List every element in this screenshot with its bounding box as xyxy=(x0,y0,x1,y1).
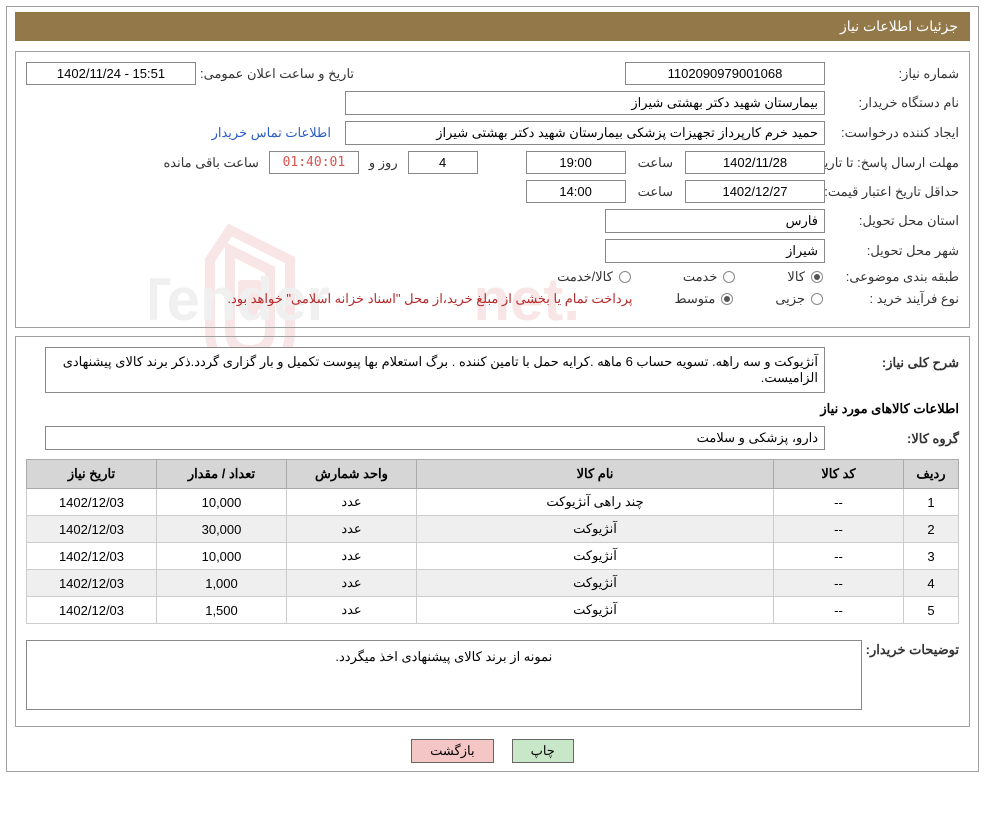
cell-unit: عدد xyxy=(287,543,417,570)
cell-qty: 1,000 xyxy=(157,570,287,597)
cell-row: 2 xyxy=(904,516,959,543)
announce-value: 1402/11/24 - 15:51 xyxy=(26,62,196,85)
cell-unit: عدد xyxy=(287,597,417,624)
purchase-type-label: نوع فرآیند خرید : xyxy=(829,291,959,307)
cell-name: آنژیوکت xyxy=(417,516,774,543)
price-validity-date: 1402/12/27 xyxy=(685,180,825,203)
announce-label: تاریخ و ساعت اعلان عمومی: xyxy=(200,66,354,82)
days-remaining-value: 4 xyxy=(408,151,478,174)
delivery-city-label: شهر محل تحویل: xyxy=(829,243,959,259)
cell-qty: 1,500 xyxy=(157,597,287,624)
cell-unit: عدد xyxy=(287,516,417,543)
buyer-notes-label: توضیحات خریدار: xyxy=(866,642,959,658)
col-row: ردیف xyxy=(904,460,959,489)
col-qty: تعداد / مقدار xyxy=(157,460,287,489)
need-items-panel: شرح کلی نیاز: آنژیوکت و سه راهه. تسویه ح… xyxy=(15,336,970,727)
buyer-contact-link[interactable]: اطلاعات تماس خریدار xyxy=(212,125,331,141)
time-word-1: ساعت xyxy=(638,155,673,171)
group-value: دارو، پزشکی و سلامت xyxy=(45,426,825,450)
table-row: 3--آنژیوکتعدد10,0001402/12/03 xyxy=(27,543,959,570)
cell-qty: 10,000 xyxy=(157,489,287,516)
table-row: 4--آنژیوکتعدد1,0001402/12/03 xyxy=(27,570,959,597)
days-word: روز و xyxy=(369,155,398,171)
cell-date: 1402/12/03 xyxy=(27,543,157,570)
radio-medium[interactable] xyxy=(721,293,733,305)
cell-unit: عدد xyxy=(287,570,417,597)
radio-service[interactable] xyxy=(723,271,735,283)
response-deadline-label: مهلت ارسال پاسخ: تا تاریخ: xyxy=(829,155,959,171)
buyer-org-label: نام دستگاه خریدار: xyxy=(829,95,959,111)
panel-title: جزئیات اطلاعات نیاز xyxy=(15,12,970,41)
need-desc-value: آنژیوکت و سه راهه. تسویه حساب 6 ماهه .کر… xyxy=(45,347,825,393)
price-validity-time: 14:00 xyxy=(526,180,626,203)
radio-goods[interactable] xyxy=(811,271,823,283)
table-row: 2--آنژیوکتعدد30,0001402/12/03 xyxy=(27,516,959,543)
cell-qty: 30,000 xyxy=(157,516,287,543)
requester-value: حمید خرم کارپرداز تجهیزات پزشکی بیمارستا… xyxy=(345,121,825,145)
category-label: طبقه بندی موضوعی: xyxy=(829,269,959,285)
buyer-org-value: بیمارستان شهید دکتر بهشتی شیراز xyxy=(345,91,825,115)
radio-goods-label: کالا xyxy=(787,269,805,285)
need-number-value: 1102090979001068 xyxy=(625,62,825,85)
cell-unit: عدد xyxy=(287,489,417,516)
cell-code: -- xyxy=(774,570,904,597)
cell-date: 1402/12/03 xyxy=(27,570,157,597)
need-number-label: شماره نیاز: xyxy=(829,66,959,82)
radio-partial-label: جزیی xyxy=(775,291,805,307)
outer-frame: AriaTender .net جزئیات اطلاعات نیاز شمار… xyxy=(6,6,979,772)
radio-service-label: خدمت xyxy=(683,269,718,285)
delivery-city-value: شیراز xyxy=(605,239,825,263)
col-unit: واحد شمارش xyxy=(287,460,417,489)
radio-medium-label: متوسط xyxy=(674,291,715,307)
cell-qty: 10,000 xyxy=(157,543,287,570)
remain-word: ساعت باقی مانده xyxy=(163,155,258,171)
cell-date: 1402/12/03 xyxy=(27,597,157,624)
need-desc-label: شرح کلی نیاز: xyxy=(829,355,959,371)
radio-goods-service[interactable] xyxy=(619,271,631,283)
cell-name: چند راهی آنژیوکت xyxy=(417,489,774,516)
table-row: 5--آنژیوکتعدد1,5001402/12/03 xyxy=(27,597,959,624)
buyer-notes-value: نمونه از برند کالای پیشنهادی اخذ میگردد. xyxy=(26,640,862,710)
delivery-province-label: استان محل تحویل: xyxy=(829,213,959,229)
col-name: نام کالا xyxy=(417,460,774,489)
radio-partial[interactable] xyxy=(811,293,823,305)
col-code: کد کالا xyxy=(774,460,904,489)
time-word-2: ساعت xyxy=(638,184,673,200)
col-date: تاریخ نیاز xyxy=(27,460,157,489)
cell-name: آنژیوکت xyxy=(417,597,774,624)
delivery-province-value: فارس xyxy=(605,209,825,233)
cell-code: -- xyxy=(774,516,904,543)
items-table: ردیف کد کالا نام کالا واحد شمارش تعداد /… xyxy=(26,459,959,624)
cell-name: آنژیوکت xyxy=(417,570,774,597)
buttons-row: چاپ بازگشت xyxy=(15,739,970,763)
back-button[interactable]: بازگشت xyxy=(411,739,493,763)
cell-name: آنژیوکت xyxy=(417,543,774,570)
print-button[interactable]: چاپ xyxy=(512,739,574,763)
items-header: اطلاعات کالاهای مورد نیاز xyxy=(26,401,959,417)
cell-row: 5 xyxy=(904,597,959,624)
cell-code: -- xyxy=(774,543,904,570)
cell-date: 1402/12/03 xyxy=(27,489,157,516)
cell-code: -- xyxy=(774,489,904,516)
response-date-value: 1402/11/28 xyxy=(685,151,825,174)
cell-row: 3 xyxy=(904,543,959,570)
cell-date: 1402/12/03 xyxy=(27,516,157,543)
response-time-value: 19:00 xyxy=(526,151,626,174)
table-row: 1--چند راهی آنژیوکتعدد10,0001402/12/03 xyxy=(27,489,959,516)
need-info-panel: شماره نیاز: 1102090979001068 تاریخ و ساع… xyxy=(15,51,970,328)
cell-row: 1 xyxy=(904,489,959,516)
cell-code: -- xyxy=(774,597,904,624)
requester-label: ایجاد کننده درخواست: xyxy=(829,125,959,141)
group-label: گروه کالا: xyxy=(829,431,959,447)
radio-goods-service-label: کالا/خدمت xyxy=(557,269,613,285)
cell-row: 4 xyxy=(904,570,959,597)
countdown-value: 01:40:01 xyxy=(269,151,359,174)
purchase-note: پرداخت تمام یا بخشی از مبلغ خرید،از محل … xyxy=(227,291,632,307)
